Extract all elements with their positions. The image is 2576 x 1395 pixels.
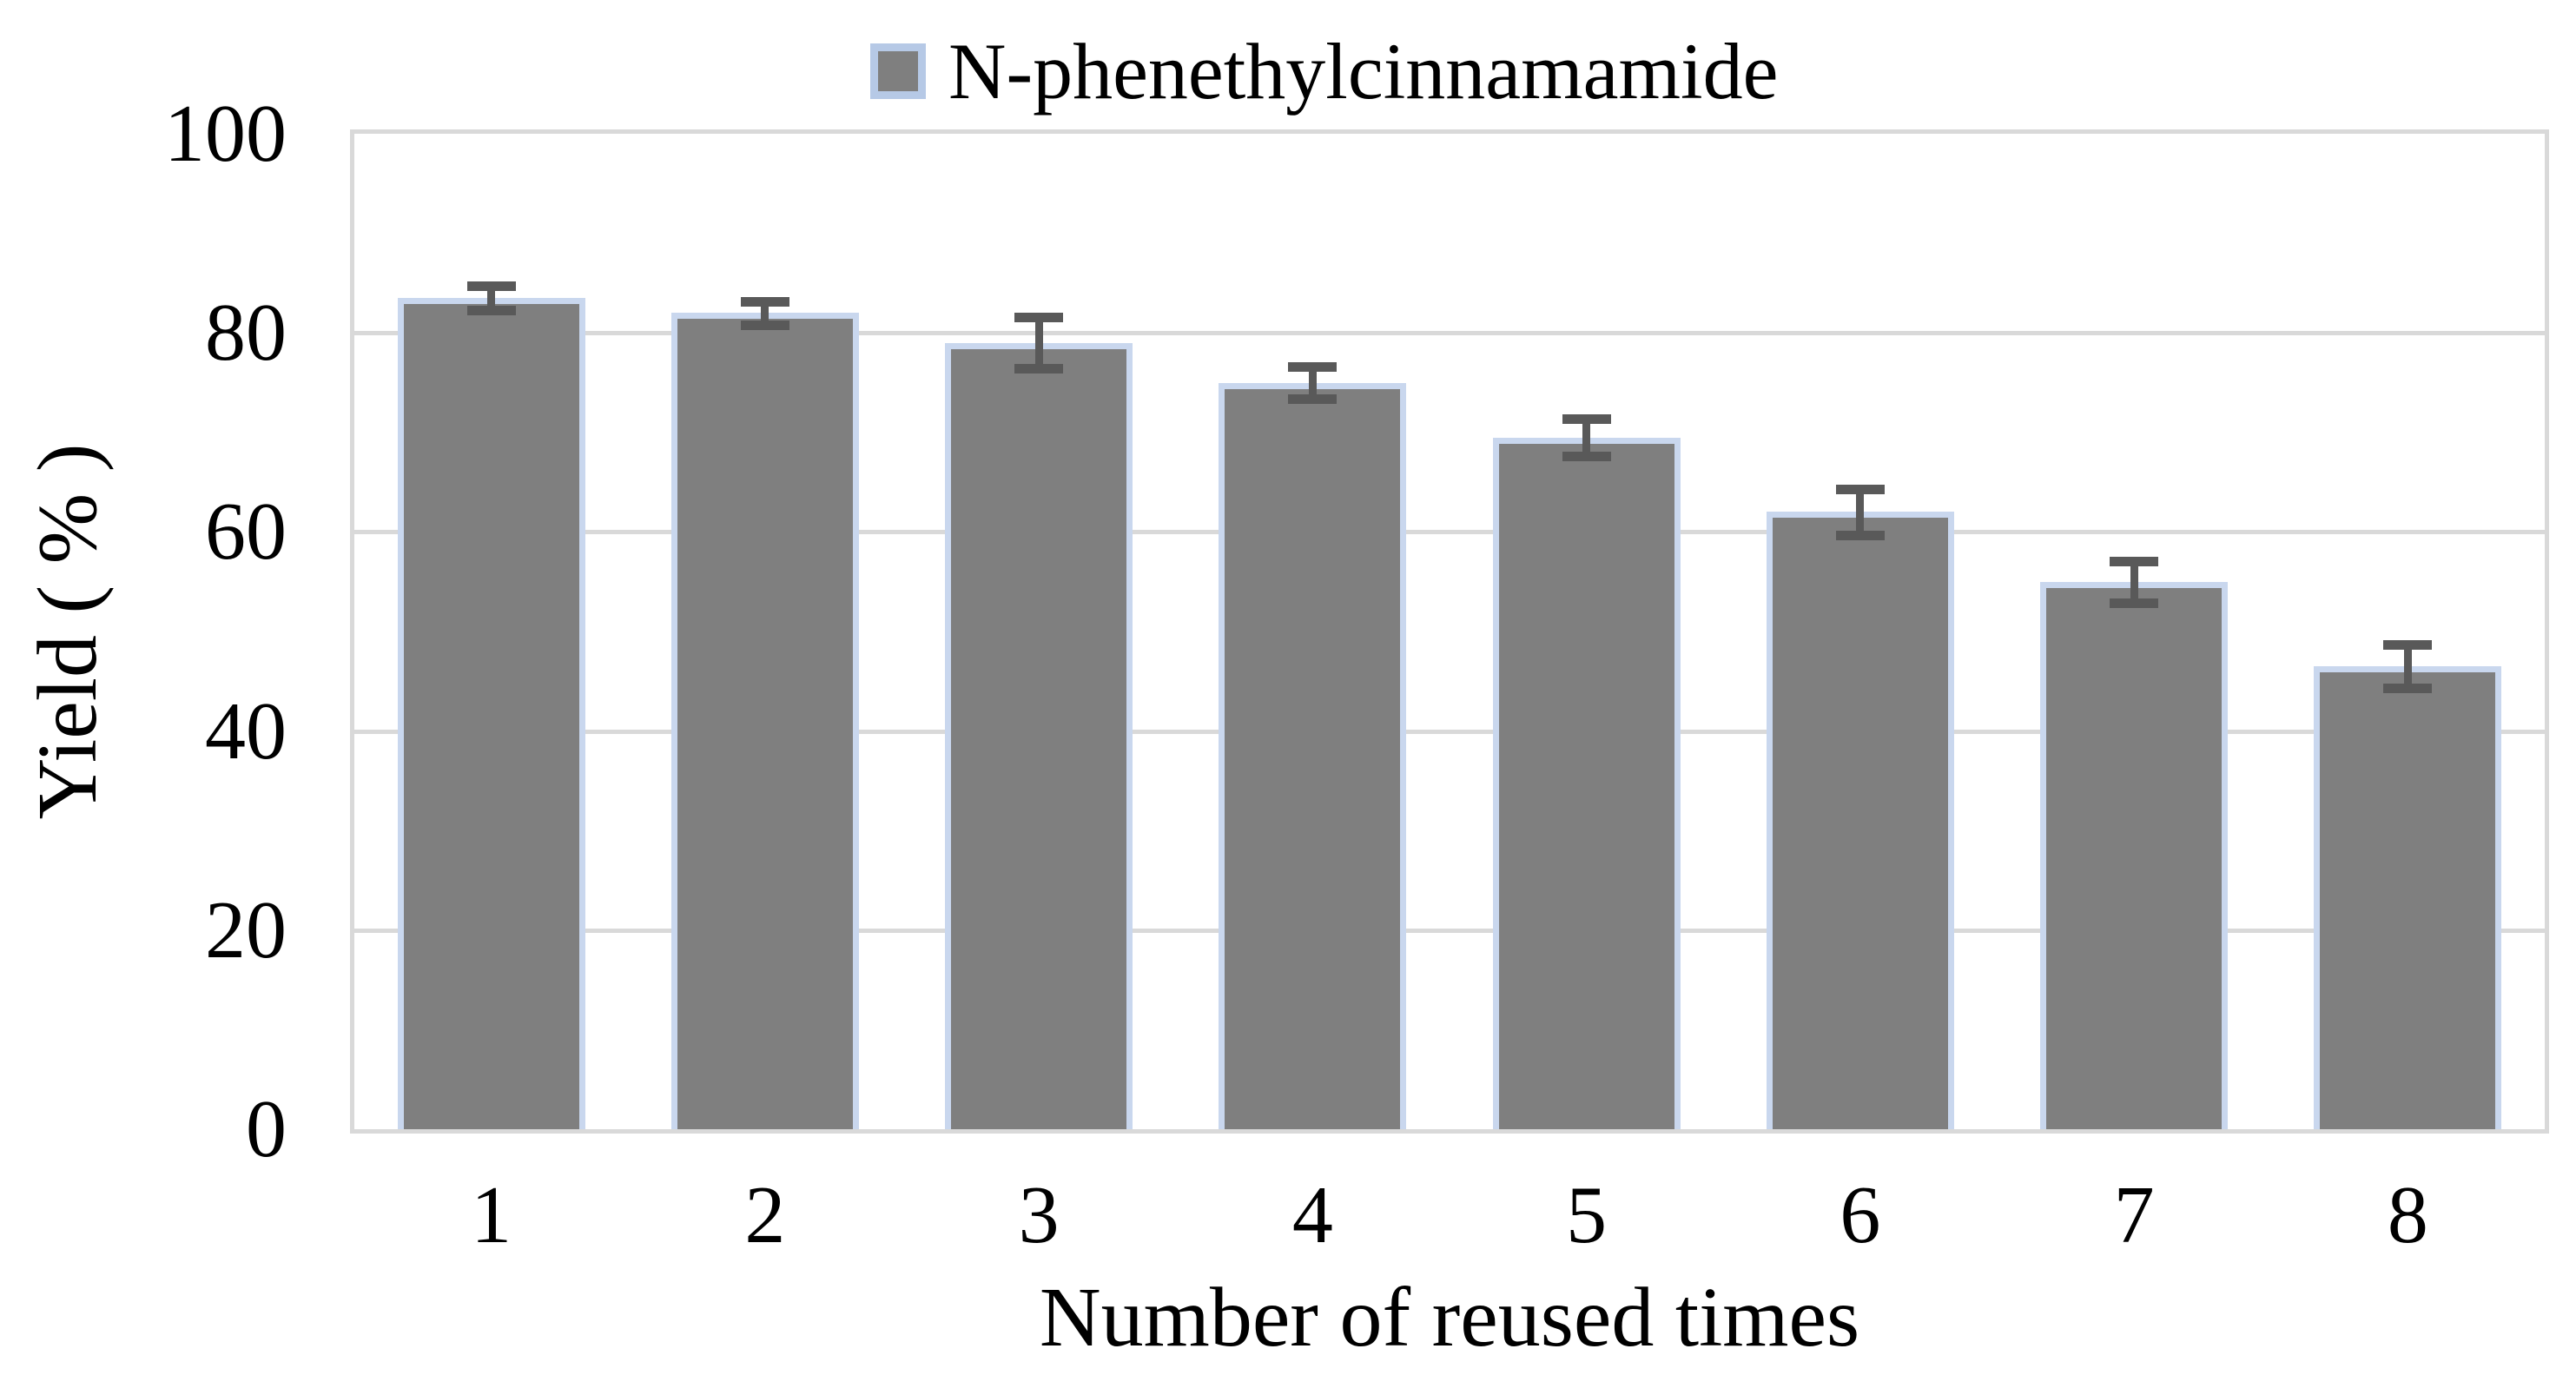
x-tick-label: 2 xyxy=(744,1170,786,1260)
error-bar-line xyxy=(487,286,496,310)
error-bar-cap xyxy=(1835,485,1885,495)
error-bar-cap xyxy=(740,321,789,331)
error-bar-cap xyxy=(1014,364,1064,374)
error-bar-line xyxy=(1308,367,1317,399)
gridline xyxy=(354,928,2545,933)
error-bar-line xyxy=(2130,560,2138,603)
x-tick-label: 1 xyxy=(471,1170,512,1260)
error-bar-line xyxy=(1582,418,1591,457)
x-tick-label: 7 xyxy=(2113,1170,2155,1260)
bar xyxy=(1219,382,1407,1129)
error-bar-cap xyxy=(740,296,789,307)
x-tick-label: 6 xyxy=(1840,1170,1881,1260)
y-tick-label: 40 xyxy=(205,685,287,777)
error-bar-cap xyxy=(1835,530,1885,540)
bar xyxy=(2040,581,2229,1129)
x-tick-label: 5 xyxy=(1566,1170,1608,1260)
error-bar-cap xyxy=(466,305,516,315)
bar xyxy=(397,298,585,1129)
y-tick-label: 100 xyxy=(164,89,287,179)
y-tick-label: 20 xyxy=(205,884,287,975)
x-tick-label: 3 xyxy=(1018,1170,1060,1260)
plot-area xyxy=(350,129,2549,1134)
bar xyxy=(670,313,859,1129)
error-bar-cap xyxy=(1288,393,1338,404)
y-tick-label: 60 xyxy=(205,486,287,578)
error-bar-cap xyxy=(1014,312,1064,322)
error-bar-line xyxy=(2403,644,2412,689)
error-bar-cap xyxy=(2383,684,2433,694)
error-bar-line xyxy=(1034,316,1043,369)
error-bar-cap xyxy=(2110,556,2159,566)
error-bar-cap xyxy=(466,281,516,292)
gridline xyxy=(354,729,2545,734)
legend-marker-icon xyxy=(870,43,926,99)
bar xyxy=(2314,666,2502,1129)
legend-series-label: N-phenethylcinnamamide xyxy=(948,27,1779,116)
x-axis-title: Number of reused times xyxy=(1039,1271,1860,1365)
error-bar-line xyxy=(1856,489,1865,535)
bar xyxy=(1766,512,1954,1129)
bar xyxy=(1492,437,1681,1129)
gridline xyxy=(354,530,2545,535)
error-bar-cap xyxy=(1562,452,1611,462)
error-bar-line xyxy=(761,301,769,326)
error-bar-cap xyxy=(2110,598,2159,608)
error-bar-cap xyxy=(1562,413,1611,424)
error-bar-cap xyxy=(1288,362,1338,373)
legend: N-phenethylcinnamamide xyxy=(870,31,1778,111)
x-tick-label: 8 xyxy=(2387,1170,2428,1260)
x-tick-label: 4 xyxy=(1291,1170,1333,1260)
y-tick-label: 0 xyxy=(246,1084,287,1174)
error-bar-cap xyxy=(2383,639,2433,650)
gridline xyxy=(354,331,2545,336)
bar xyxy=(945,342,1133,1129)
y-tick-label: 80 xyxy=(205,288,287,379)
